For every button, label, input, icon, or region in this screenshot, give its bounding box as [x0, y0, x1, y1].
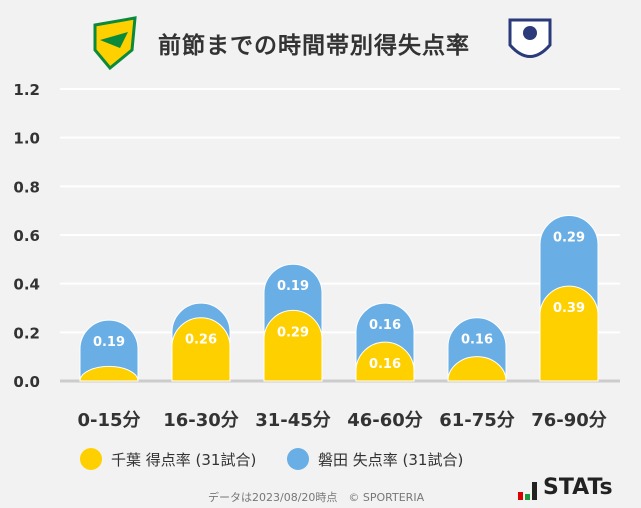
y-tick-label: 1.0: [13, 130, 40, 148]
x-tick-label: 31-45分: [255, 410, 331, 431]
bar-chiba: [263, 310, 323, 382]
legend-label: 磐田 失点率 (31試合): [318, 450, 464, 469]
bar-chiba: [79, 365, 139, 382]
x-tick-label: 0-15分: [77, 410, 140, 431]
bar-chiba: [171, 317, 231, 382]
data-label-chiba: 0.39: [553, 301, 585, 316]
data-label-iwata: 0.19: [93, 335, 125, 350]
chart-title: 前節までの時間帯別得失点率: [158, 33, 470, 59]
x-tick-label: 46-60分: [347, 410, 423, 431]
x-tick-label: 16-30分: [163, 410, 239, 431]
stats-logo: STATs: [518, 475, 613, 500]
bar-iwata: [79, 319, 139, 382]
away-team-emblem: [508, 18, 552, 58]
x-tick-label: 76-90分: [531, 410, 607, 431]
y-tick-label: 0.2: [13, 324, 40, 342]
data-label-chiba: 0.26: [185, 333, 217, 348]
legend-label: 千葉 得点率 (31試合): [111, 450, 257, 469]
home-team-emblem: [93, 16, 137, 71]
y-tick-label: 0.0: [13, 373, 40, 391]
bar-chiba: [355, 341, 415, 382]
bar-chiba: [539, 285, 599, 382]
legend-item-iwata: 磐田 失点率 (31試合): [287, 448, 463, 470]
legend-swatch: [80, 448, 102, 470]
y-tick-label: 0.6: [13, 227, 40, 245]
y-tick-label: 1.2: [13, 81, 40, 99]
x-tick-label: 61-75分: [439, 410, 515, 431]
data-label-iwata: 0.29: [553, 231, 585, 246]
data-label-iwata: 0.16: [369, 318, 401, 333]
legend-item-chiba: 千葉 得点率 (31試合): [80, 448, 256, 470]
data-label-chiba: 0.29: [277, 325, 309, 340]
brand-text: STATs: [543, 475, 613, 500]
y-tick-label: 0.4: [13, 276, 40, 294]
footer-note: データは2023/08/20時点 © SPORTERIA: [208, 491, 425, 504]
data-label-iwata: 0.16: [461, 333, 493, 348]
data-label-iwata: 0.19: [277, 279, 309, 294]
data-label-chiba: 0.16: [369, 357, 401, 372]
legend-swatch: [287, 448, 309, 470]
y-tick-label: 0.8: [13, 178, 40, 196]
bar-chiba: [447, 356, 507, 382]
